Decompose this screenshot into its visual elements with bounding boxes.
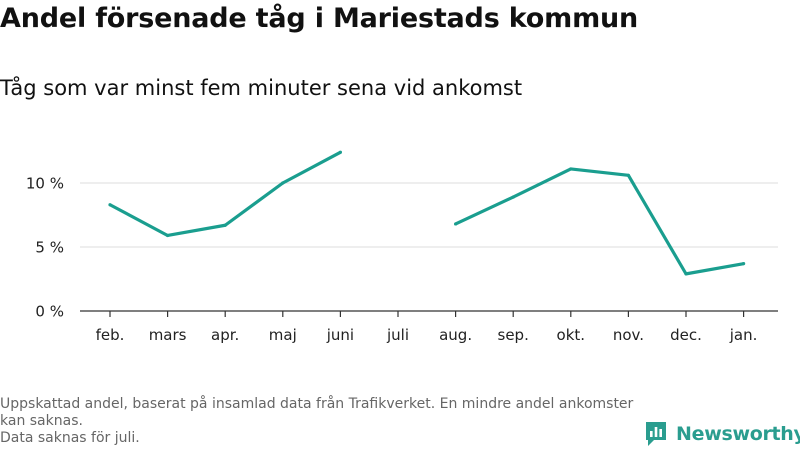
grid-lines: [80, 182, 778, 312]
data-point: [511, 195, 515, 199]
footnote: Uppskattad andel, baserat på insamlad da…: [0, 396, 640, 447]
y-tick-label: 5 %: [35, 239, 64, 257]
data-point: [626, 173, 631, 177]
x-tick-label: mars: [149, 326, 187, 344]
x-tick-label: sep.: [498, 326, 529, 344]
x-tick-label: nov.: [613, 326, 644, 344]
data-point: [454, 222, 458, 226]
series-line-segment: [454, 167, 744, 276]
data-point: [223, 223, 227, 227]
data-point: [108, 203, 112, 207]
footnote-line-1: Uppskattad andel, baserat på insamlad da…: [0, 396, 634, 429]
x-tick-label: okt.: [557, 326, 586, 344]
data-point: [338, 150, 342, 154]
x-axis-ticks: feb. mars apr. maj juni juli aug. sep. okt. nov. d…: [96, 311, 758, 344]
x-tick-label: feb.: [96, 326, 125, 344]
series-line-segment: [109, 150, 342, 238]
data-point: [166, 233, 170, 238]
newsworthy-logo-icon: [646, 422, 666, 446]
x-tick-label: jan.: [729, 326, 758, 344]
brand-name: Newsworthy: [676, 423, 800, 445]
y-tick-label: 0 %: [35, 303, 64, 321]
series-layer: [108, 150, 746, 276]
data-point: [742, 262, 746, 266]
x-tick-label: aug.: [439, 326, 472, 344]
data-point: [684, 272, 688, 276]
x-tick-label: juni: [326, 326, 354, 344]
x-tick-label: maj: [269, 326, 297, 344]
data-point: [281, 181, 285, 185]
line-chart: 0 % 5 % 10 % feb. mars apr. maj juni juli aug. se…: [26, 150, 778, 344]
y-tick-label: 10 %: [26, 175, 64, 193]
chart-title: Andel försenade tåg i Mariestads kommun: [0, 3, 639, 34]
x-tick-label: apr.: [211, 326, 239, 344]
y-axis-ticks: 0 % 5 % 10 %: [26, 175, 64, 321]
chart-subtitle: Tåg som var minst fem minuter sena vid a…: [0, 76, 523, 100]
data-point: [569, 167, 573, 171]
brand: Newsworthy: [644, 420, 800, 448]
x-tick-label: juli: [386, 326, 409, 344]
footnote-line-2: Data saknas för juli.: [0, 430, 140, 446]
x-tick-label: dec.: [670, 326, 702, 344]
